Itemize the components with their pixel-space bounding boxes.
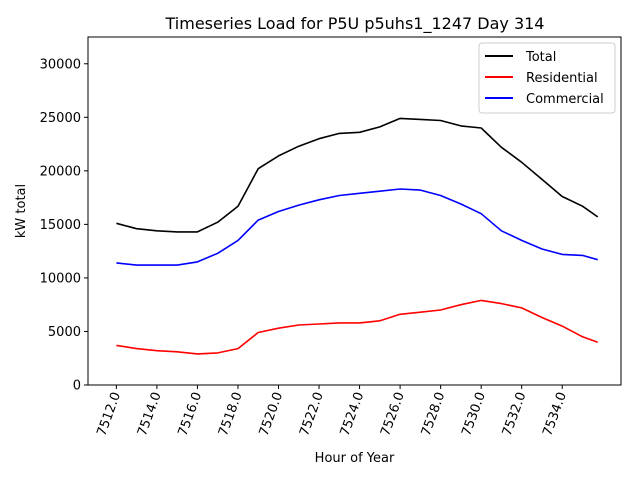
plot-frame (87, 36, 622, 386)
y-tick-label: 10000 (40, 271, 81, 286)
legend-label-commercial: Commercial (526, 92, 604, 107)
legend-box (478, 42, 616, 114)
y-tick-label: 30000 (40, 57, 81, 72)
y-tick-label: 0 (73, 379, 81, 394)
legend-label-residential: Residential (526, 71, 598, 86)
y-axis-label: kW total (14, 184, 29, 238)
legend-label-total: Total (525, 50, 556, 65)
series-lines (116, 117, 599, 355)
y-tick-label: 5000 (48, 325, 81, 340)
y-tick-label: 15000 (40, 218, 81, 233)
x-axis-label: Hour of Year (315, 451, 395, 466)
y-tick-label: 20000 (40, 164, 81, 179)
series-line-residential (116, 299, 598, 355)
series-line-total (116, 117, 599, 233)
chart-title: Timeseries Load for P5U p5uhs1_1247 Day … (165, 14, 545, 34)
y-tick-label: 25000 (40, 111, 81, 126)
legend: Total Residential Commercial (478, 42, 616, 114)
series-line-commercial (116, 188, 598, 266)
y-axis: 0 5000 10000 15000 20000 25000 30000 (40, 57, 88, 394)
